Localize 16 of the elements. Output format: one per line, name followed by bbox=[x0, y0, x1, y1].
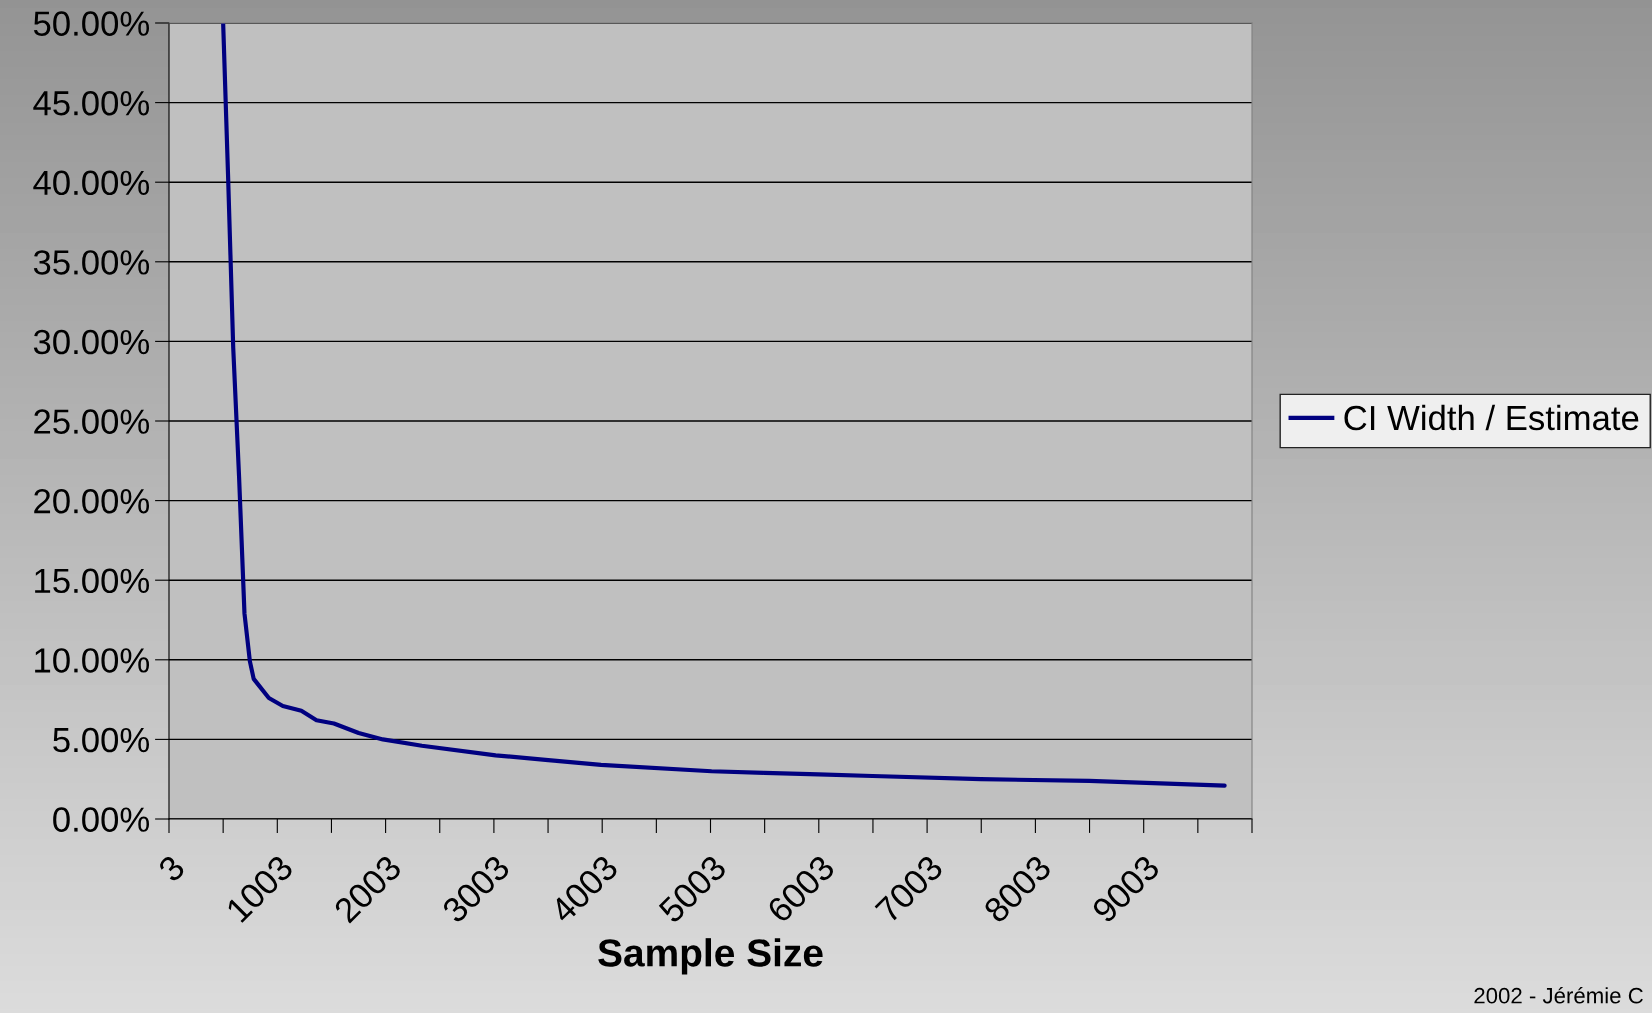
y-tick-label: 30.00% bbox=[33, 329, 150, 355]
legend-label: CI Width / Estimate bbox=[1344, 404, 1639, 431]
y-tick-label: 5.00% bbox=[53, 727, 150, 753]
text: 2002 - Jérémie C bbox=[1474, 986, 1643, 1004]
x-axis-title: Sample Size bbox=[598, 938, 823, 975]
y-tick-label: 40.00% bbox=[33, 170, 150, 196]
y-tick-label: 35.00% bbox=[33, 250, 150, 275]
y-tick-label: 10.00% bbox=[35, 648, 150, 673]
y-tick-label: 15.00% bbox=[35, 568, 150, 594]
x-tick-label: 3 bbox=[156, 854, 186, 884]
y-tick-label: 45.00% bbox=[33, 90, 150, 116]
y-tick-label: 50.00% bbox=[33, 11, 150, 36]
y-tick-label: 20.00% bbox=[34, 488, 150, 514]
line-series bbox=[221, 23, 1227, 788]
y-tick-label: 25.00% bbox=[34, 409, 150, 434]
y-tick-label: 0.00% bbox=[53, 807, 150, 832]
